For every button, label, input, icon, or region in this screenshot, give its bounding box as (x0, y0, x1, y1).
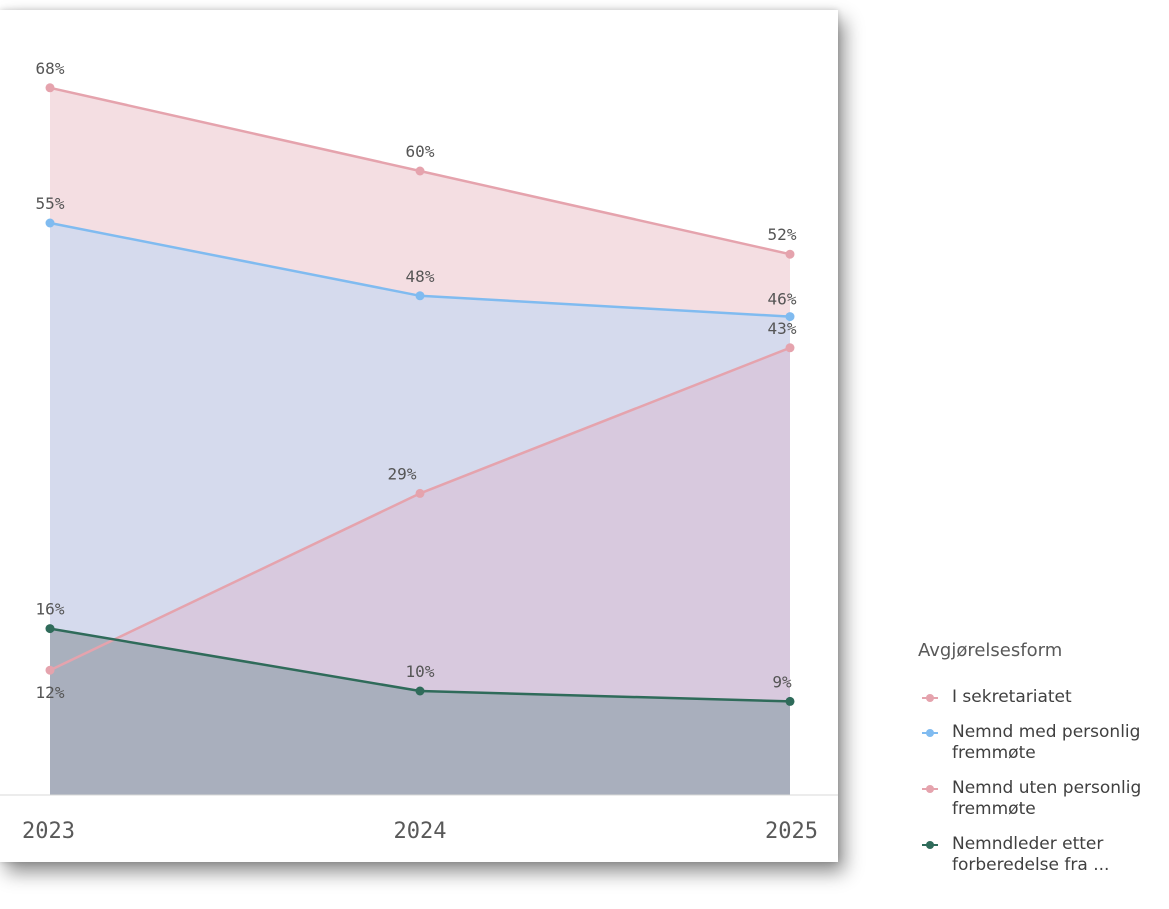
legend-item-i-sekretariatet[interactable]: I sekretariatet (918, 687, 1168, 708)
data-label: 9% (772, 672, 792, 691)
data-label: 48% (406, 267, 435, 286)
point-nemndleder-etter-forberedelse-fra-2025 (785, 696, 795, 706)
point-nemndleder-etter-forberedelse-fra-2023 (45, 624, 55, 634)
data-label: 55% (36, 194, 65, 213)
legend-marker-icon (922, 841, 938, 849)
legend-label: Nemnd uten personlig fremmøte (952, 778, 1142, 819)
point-nemndleder-etter-forberedelse-fra-2024 (415, 686, 425, 696)
point-i-sekretariatet-2023 (45, 83, 55, 93)
x-tick-label: 2025 (765, 819, 818, 844)
data-label: 16% (36, 600, 65, 619)
point-nemnd-uten-personlig-fremm-te-2025 (785, 343, 795, 353)
point-i-sekretariatet-2024 (415, 166, 425, 176)
legend-item-nemnd-uten-personlig-fremmote[interactable]: Nemnd uten personlig fremmøte (918, 778, 1168, 820)
legend: Avgjørelsesform I sekretariatet Nemnd me… (918, 640, 1168, 890)
legend-marker-icon (922, 729, 938, 737)
data-label: 43% (768, 319, 797, 338)
point-nemnd-uten-personlig-fremm-te-2024 (415, 488, 425, 498)
legend-item-nemnd-med-personlig-fremmote[interactable]: Nemnd med personlig fremmøte (918, 722, 1168, 764)
legend-label: I sekretariatet (952, 687, 1072, 707)
point-nemnd-uten-personlig-fremm-te-2023 (45, 665, 55, 675)
chart-card: 68% 60% 52% 55% 48% 46% 12% 29% 43% 16% 10% 9% 2023 2… (0, 10, 838, 862)
x-tick-label: 2024 (394, 819, 447, 844)
data-label: 60% (406, 142, 435, 161)
legend-item-nemndleder-etter-forberedelse[interactable]: Nemndleder etter forberedelse fra ... (918, 834, 1168, 876)
data-label: 12% (36, 683, 65, 702)
legend-label: Nemnd med personlig fremmøte (952, 722, 1141, 763)
point-nemnd-med-personlig-fremm-te-2025 (785, 312, 795, 322)
point-i-sekretariatet-2025 (785, 249, 795, 259)
point-nemnd-med-personlig-fremm-te-2023 (45, 218, 55, 228)
data-label: 68% (36, 59, 65, 78)
area-nemndleder-etter-forberedelse-fra (50, 628, 790, 795)
legend-title: Avgjørelsesform (918, 640, 1063, 661)
data-labels: 68% 60% 52% 55% 48% 46% 12% 29% 43% 16% 10% 9% (36, 59, 797, 702)
legend-marker-icon (922, 785, 938, 793)
legend-marker-icon (922, 694, 938, 702)
x-tick-label: 2023 (22, 819, 75, 844)
area-fills (50, 87, 790, 796)
data-label: 46% (768, 290, 797, 309)
point-nemnd-med-personlig-fremm-te-2024 (415, 291, 425, 301)
data-label: 29% (388, 464, 417, 483)
data-points (45, 83, 795, 706)
area-chart: 68% 60% 52% 55% 48% 46% 12% 29% 43% 16% 10% 9% 2023 2… (0, 59, 838, 844)
data-label: 10% (406, 662, 435, 681)
data-label: 52% (768, 225, 797, 244)
legend-label: Nemndleder etter forberedelse fra ... (952, 834, 1110, 875)
